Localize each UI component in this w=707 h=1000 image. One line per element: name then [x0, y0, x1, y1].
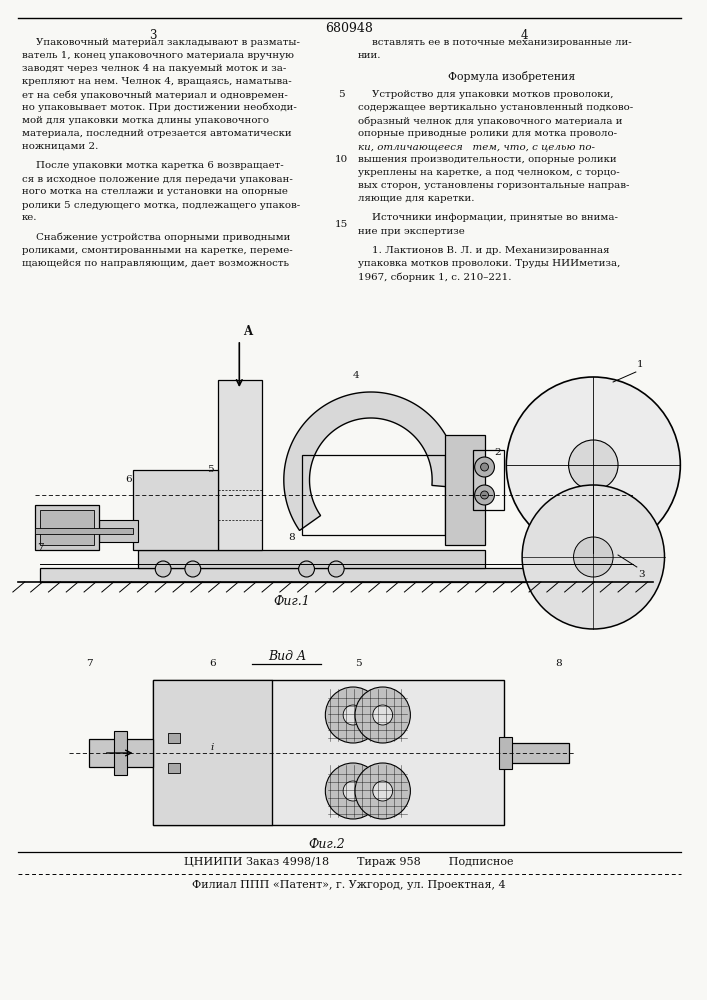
Polygon shape: [139, 550, 484, 568]
Text: материала, последний отрезается автоматически: материала, последний отрезается автомати…: [22, 129, 291, 138]
Text: мой для упаковки мотка длины упаковочного: мой для упаковки мотка длины упаковочног…: [22, 116, 269, 125]
Text: Формула изобретения: Формула изобретения: [448, 70, 575, 82]
Text: 7: 7: [37, 543, 45, 552]
Text: 5: 5: [207, 466, 214, 475]
Text: но упаковывает моток. При достижении необходи-: но упаковывает моток. При достижении нео…: [22, 103, 297, 112]
Circle shape: [325, 763, 380, 819]
Polygon shape: [218, 380, 262, 550]
Text: 6: 6: [125, 475, 132, 484]
Text: 8: 8: [556, 659, 562, 668]
Circle shape: [328, 561, 344, 577]
Polygon shape: [40, 568, 633, 582]
Polygon shape: [99, 520, 139, 542]
Circle shape: [506, 377, 680, 553]
Circle shape: [355, 763, 410, 819]
Text: 3: 3: [638, 570, 645, 579]
Text: крепляют на нем. Челнок 4, вращаясь, наматыва-: крепляют на нем. Челнок 4, вращаясь, нам…: [22, 77, 291, 86]
Polygon shape: [153, 680, 504, 825]
Text: 15: 15: [334, 220, 348, 229]
Text: вставлять ее в поточные механизированные ли-: вставлять ее в поточные механизированные…: [372, 38, 631, 47]
Text: заводят через челнок 4 на пакуемый моток и за-: заводят через челнок 4 на пакуемый моток…: [22, 64, 286, 73]
Circle shape: [568, 440, 618, 490]
Polygon shape: [89, 739, 153, 767]
Circle shape: [481, 491, 489, 499]
Text: 2: 2: [494, 448, 501, 457]
Text: Вид A: Вид A: [268, 650, 305, 663]
Text: ет на себя упаковочный материал и одновремен-: ет на себя упаковочный материал и одновр…: [22, 90, 288, 100]
Text: щающейся по направляющим, дает возможность: щающейся по направляющим, дает возможнос…: [22, 259, 288, 268]
Text: роликами, смонтированными на каретке, переме-: роликами, смонтированными на каретке, пе…: [22, 246, 293, 255]
Circle shape: [522, 485, 665, 629]
Text: 8: 8: [288, 533, 295, 542]
Text: A: A: [243, 325, 252, 338]
Text: 1: 1: [637, 360, 643, 369]
Bar: [168, 733, 180, 743]
Text: 4: 4: [520, 29, 528, 42]
Text: 1967, сборник 1, с. 210–221.: 1967, сборник 1, с. 210–221.: [358, 272, 511, 282]
Polygon shape: [499, 737, 513, 769]
Text: ролики 5 следующего мотка, подлежащего упаков-: ролики 5 следующего мотка, подлежащего у…: [22, 200, 300, 210]
Text: содержащее вертикально установленный подково-: содержащее вертикально установленный под…: [358, 103, 633, 112]
Text: Упаковочный материал закладывают в разматы-: Упаковочный материал закладывают в разма…: [35, 38, 300, 47]
Circle shape: [373, 781, 392, 801]
Circle shape: [373, 705, 392, 725]
Text: ного мотка на стеллажи и установки на опорные: ного мотка на стеллажи и установки на оп…: [22, 188, 288, 196]
Circle shape: [185, 561, 201, 577]
Polygon shape: [40, 510, 94, 545]
Text: ся в исходное положение для передачи упакован-: ся в исходное положение для передачи упа…: [22, 174, 293, 184]
Circle shape: [156, 561, 171, 577]
Text: упаковка мотков проволоки. Труды НИИметиза,: упаковка мотков проволоки. Труды НИИмети…: [358, 259, 620, 268]
Text: 7: 7: [86, 659, 93, 668]
Text: Устройство для упаковки мотков проволоки,: Устройство для упаковки мотков проволоки…: [372, 90, 613, 99]
Text: образный челнок для упаковочного материала и: образный челнок для упаковочного материа…: [358, 116, 622, 125]
Polygon shape: [134, 470, 218, 550]
Text: ние при экспертизе: ние при экспертизе: [358, 227, 464, 235]
Text: Филиал ППП «Патент», г. Ужгород, ул. Проектная, 4: Филиал ППП «Патент», г. Ужгород, ул. Про…: [192, 880, 506, 890]
Polygon shape: [284, 392, 458, 530]
Polygon shape: [114, 731, 127, 775]
Circle shape: [474, 457, 494, 477]
Text: Фиг.1: Фиг.1: [274, 595, 310, 608]
Text: 1. Лактионов В. Л. и др. Механизированная: 1. Лактионов В. Л. и др. Механизированна…: [372, 246, 609, 255]
Text: 10: 10: [334, 155, 348, 164]
Text: Фиг.2: Фиг.2: [308, 838, 345, 851]
Text: ляющие для каретки.: ляющие для каретки.: [358, 194, 474, 203]
Text: опорные приводные ролики для мотка проволо-: опорные приводные ролики для мотка прово…: [358, 129, 617, 138]
Text: 4: 4: [353, 371, 359, 380]
Text: ки, отличающееся   тем, что, с целью по-: ки, отличающееся тем, что, с целью по-: [358, 142, 595, 151]
Text: ке.: ке.: [22, 214, 37, 223]
Bar: [168, 763, 180, 773]
Circle shape: [325, 687, 380, 743]
Polygon shape: [35, 528, 134, 534]
Circle shape: [343, 705, 363, 725]
Text: 5: 5: [338, 90, 344, 99]
Text: Снабжение устройства опорными приводными: Снабжение устройства опорными приводными: [35, 233, 290, 242]
Text: После упаковки мотка каретка 6 возвращает-: После упаковки мотка каретка 6 возвращае…: [35, 161, 284, 170]
Polygon shape: [445, 435, 484, 545]
Text: ватель 1, конец упаковочного материала вручную: ватель 1, конец упаковочного материала в…: [22, 51, 293, 60]
Circle shape: [481, 463, 489, 471]
Polygon shape: [35, 505, 99, 550]
Text: ЦНИИПИ Заказ 4998/18        Тираж 958        Подписное: ЦНИИПИ Заказ 4998/18 Тираж 958 Подписное: [185, 857, 514, 867]
Text: нии.: нии.: [358, 51, 382, 60]
Circle shape: [355, 687, 410, 743]
Circle shape: [343, 781, 363, 801]
Text: вых сторон, установлены горизонтальные направ-: вых сторон, установлены горизонтальные н…: [358, 181, 629, 190]
Circle shape: [573, 537, 613, 577]
Text: 3: 3: [149, 29, 157, 42]
Circle shape: [474, 485, 494, 505]
Text: i: i: [211, 744, 214, 752]
Text: 680948: 680948: [325, 22, 373, 35]
Polygon shape: [504, 743, 568, 763]
Text: Источники информации, принятые во внима-: Источники информации, принятые во внима-: [372, 214, 618, 223]
Text: 6: 6: [209, 659, 216, 668]
Text: 5: 5: [355, 659, 361, 668]
Polygon shape: [153, 680, 272, 825]
Text: ножницами 2.: ножницами 2.: [22, 142, 98, 151]
Text: вышения производительности, опорные ролики: вышения производительности, опорные роли…: [358, 155, 617, 164]
Text: укреплены на каретке, а под челноком, с торцо-: укреплены на каретке, а под челноком, с …: [358, 168, 620, 177]
Circle shape: [298, 561, 315, 577]
